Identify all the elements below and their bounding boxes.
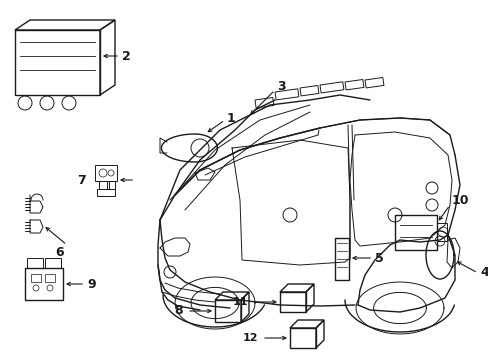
Bar — [436, 223, 446, 241]
Text: 6: 6 — [55, 247, 63, 260]
Text: 9: 9 — [87, 278, 96, 291]
Bar — [280, 292, 305, 312]
Text: 10: 10 — [451, 194, 468, 207]
Bar — [15, 30, 100, 95]
Bar — [97, 189, 115, 196]
Text: 11: 11 — [232, 297, 247, 307]
Text: 12: 12 — [242, 333, 258, 343]
Bar — [289, 328, 315, 348]
Text: 8: 8 — [174, 305, 183, 318]
Bar — [334, 238, 348, 280]
Bar — [45, 274, 55, 282]
Bar — [394, 215, 436, 250]
Bar — [109, 181, 115, 189]
Bar — [215, 300, 241, 322]
Bar — [27, 258, 43, 268]
Text: 7: 7 — [77, 174, 85, 186]
Bar — [31, 274, 41, 282]
Bar — [345, 80, 363, 90]
Bar — [319, 82, 343, 93]
Bar — [99, 181, 107, 189]
Bar — [274, 89, 298, 100]
Text: 2: 2 — [122, 49, 130, 63]
Text: 5: 5 — [374, 252, 383, 265]
Bar — [95, 165, 117, 181]
Bar — [25, 268, 63, 300]
Bar — [364, 77, 383, 88]
Bar — [299, 85, 318, 96]
Text: 3: 3 — [276, 81, 285, 94]
Bar — [254, 98, 273, 108]
Bar — [45, 258, 61, 268]
Text: 1: 1 — [226, 112, 235, 125]
Text: 4: 4 — [479, 266, 488, 279]
